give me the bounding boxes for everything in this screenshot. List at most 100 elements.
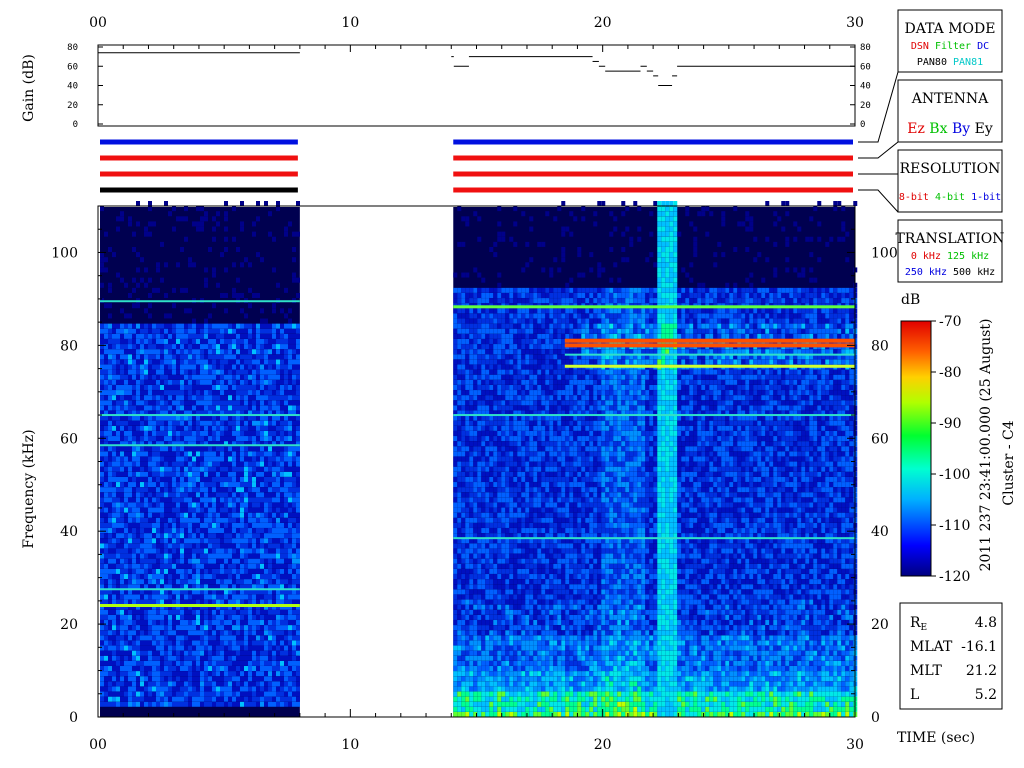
spectrogram-cell <box>465 221 469 226</box>
spectrogram-cell <box>276 548 280 553</box>
spectrogram-cell <box>252 681 256 686</box>
spectrogram-cell <box>192 646 196 651</box>
spectrogram-cell <box>140 344 144 349</box>
spectrogram-cell <box>220 497 224 502</box>
spectrogram-cell <box>172 426 176 431</box>
spectrogram-cell <box>216 497 220 502</box>
spectrogram-cell <box>489 472 493 477</box>
spectrogram-cell <box>276 615 280 620</box>
spectrogram-cell <box>120 671 124 676</box>
spectrogram-cell <box>477 354 481 359</box>
spectrogram-cell <box>148 477 152 482</box>
spectrogram-cell <box>168 615 172 620</box>
spectrogram-cell <box>124 671 128 676</box>
spectrogram-cell <box>284 344 288 349</box>
spectrogram-cell <box>144 421 148 426</box>
spectrogram-cell <box>236 640 240 645</box>
spectrogram-cell <box>457 686 461 691</box>
spectrogram-cell <box>493 426 497 431</box>
spectrogram-cell <box>256 661 260 666</box>
spectrogram-cell <box>216 451 220 456</box>
spectrogram-cell <box>116 472 120 477</box>
spectrogram-cell <box>240 487 244 492</box>
spectrogram-cell <box>497 431 501 436</box>
spectrogram-cell <box>276 477 280 482</box>
spectrogram-cell <box>473 431 477 436</box>
spectrogram-cell <box>128 370 132 375</box>
spectrogram-cell <box>280 620 284 625</box>
spectrogram-cell <box>264 436 268 441</box>
spectrogram-cell <box>244 467 248 472</box>
spectrogram-cell <box>457 457 461 462</box>
spectrogram-cell <box>104 630 108 635</box>
spectrogram-cell <box>252 462 256 467</box>
spectrogram-cell <box>144 523 148 528</box>
spectrogram-cell <box>457 589 461 594</box>
spectrogram-cell <box>136 339 140 344</box>
spectrogram-cell <box>473 457 477 462</box>
spectrogram-cell <box>152 482 156 487</box>
spectrogram-cell <box>453 472 457 477</box>
spectrogram-cell <box>292 508 296 513</box>
spectrogram-cell <box>481 589 485 594</box>
spectrogram-cell <box>485 671 489 676</box>
spectrogram-cell <box>288 308 292 313</box>
spectrogram-cell <box>260 370 264 375</box>
spectrogram-cell <box>180 472 184 477</box>
spectrogram-cell <box>296 482 300 487</box>
spectrogram-cell <box>244 324 248 329</box>
spectrogram-cell <box>473 559 477 564</box>
spectrogram-cell <box>100 569 104 574</box>
spectrogram-cell <box>260 457 264 462</box>
spectrogram-cell <box>292 533 296 538</box>
spectrogram-cell <box>477 359 481 364</box>
spectrogram-cell <box>485 569 489 574</box>
spectrogram-cell <box>284 375 288 380</box>
spectrogram-cell <box>276 686 280 691</box>
spectrogram-cell <box>284 594 288 599</box>
spectrogram-cell <box>116 702 120 707</box>
spectrogram-cell <box>100 370 104 375</box>
spectrogram-cell <box>469 334 473 339</box>
spectrogram-cell <box>156 370 160 375</box>
spectrogram-cell <box>236 385 240 390</box>
spectrogram-cell <box>256 329 260 334</box>
spectrogram-cell <box>240 702 244 707</box>
spectrogram-cell <box>276 579 280 584</box>
spectrogram-cell <box>220 349 224 354</box>
spectrogram-cell <box>288 349 292 354</box>
spectrogram-cell <box>284 232 288 237</box>
spectrogram-cell <box>172 405 176 410</box>
spectrogram-cell <box>104 354 108 359</box>
spectrogram-cell <box>208 487 212 492</box>
spectrogram-cell <box>184 365 188 370</box>
spectrogram-cell <box>280 686 284 691</box>
spectrogram-cell <box>112 457 116 462</box>
spectrogram-cell <box>477 365 481 370</box>
spectrogram-cell <box>172 436 176 441</box>
spectrogram-cell <box>453 640 457 645</box>
spectrogram-cell <box>296 676 300 681</box>
spectrogram-cell <box>248 559 252 564</box>
spectrogram-cell <box>184 288 188 293</box>
spectrogram-cell <box>489 702 493 707</box>
spectrogram-cell <box>244 692 248 697</box>
spectrogram-cell <box>268 354 272 359</box>
spectrogram-cell <box>184 472 188 477</box>
spectrogram-cell <box>240 293 244 298</box>
spectrogram-cell <box>272 666 276 671</box>
spectrogram-cell <box>489 630 493 635</box>
spectrogram-cell <box>128 692 132 697</box>
spectrogram-cell <box>196 548 200 553</box>
spectrogram-cell <box>453 273 457 278</box>
spectrogram-cell <box>184 661 188 666</box>
spectrogram-cell <box>465 487 469 492</box>
spectrogram-cell <box>144 354 148 359</box>
spectrogram-cell <box>473 482 477 487</box>
spectrogram-cell <box>244 640 248 645</box>
spectrogram-cell <box>489 370 493 375</box>
spectrogram-cell <box>493 385 497 390</box>
spectrogram-cell <box>216 477 220 482</box>
spectrogram-cell <box>188 533 192 538</box>
spectrogram-cell <box>292 564 296 569</box>
